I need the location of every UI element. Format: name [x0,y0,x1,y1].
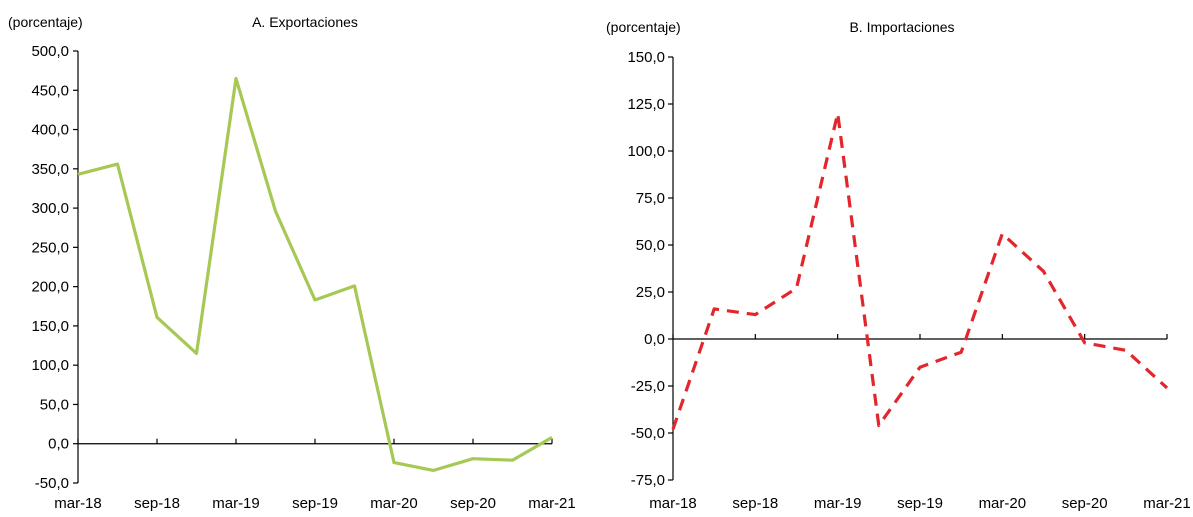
chart-b-y-tick-label: 125,0 [627,96,665,113]
chart-b-y-tick-label: 150,0 [627,49,665,66]
chart-a-x-tick-label: mar-18 [54,495,102,512]
chart-b-series [671,111,1169,430]
chart-b-y-tick-label: 100,0 [627,143,665,160]
chart-a-y-axis: 500,0 450,0 400,0 350,0 300,0 250,0 200,0 150,0… [31,43,79,492]
chart-a-x-tick-label: mar-20 [370,495,418,512]
chart-b-y-tick-label: -50,0 [631,425,665,442]
chart-b-x-tick-label: mar-21 [1143,495,1191,512]
chart-a-title: A. Exportaciones [252,14,358,30]
chart-a-unit-label: (porcentaje) [8,14,83,30]
chart-b-series-line-0 [671,111,1169,430]
chart-a-y-tick-label: 50,0 [40,396,69,413]
chart-a-y-tick-label: 0,0 [48,436,69,453]
chart-b-title: B. Importaciones [849,19,954,35]
chart-a-series-line-0 [77,76,553,472]
chart-a-y-tick-label: 450,0 [31,82,69,99]
chart-b-unit-label: (porcentaje) [606,19,681,35]
chart-a-y-tick-label: 400,0 [31,122,69,139]
chart-a-y-tick-label: -50,0 [35,475,69,492]
chart-a-x-tick-label: sep-19 [292,495,338,512]
chart-b-y-tick-label: 25,0 [636,284,665,301]
chart-a-y-tick-label: 500,0 [31,43,69,60]
chart-b-x-tick-label: mar-20 [979,495,1027,512]
chart-b-x-tick-label: mar-19 [814,495,862,512]
chart-b-x-tick-label: sep-20 [1062,495,1108,512]
chart-exportaciones: (porcentaje) A. Exportaciones 500,0 450,0… [8,14,576,512]
chart-b-y-tick-label: -75,0 [631,472,665,489]
chart-b-y-axis: 150,0 125,0 100,0 75,0 50,0 25,0 0,0 -25,0 -50,0… [627,49,674,489]
chart-a-y-tick-label: 350,0 [31,161,69,178]
chart-a-y-tick-label: 250,0 [31,239,69,256]
chart-a-x-tick-label: sep-20 [450,495,496,512]
chart-a-x-tick-label: mar-19 [212,495,260,512]
chart-b-x-tick-label: sep-19 [897,495,943,512]
chart-a-x-axis: mar-18 sep-18 mar-19 sep-19 mar-20 sep-20 mar-… [54,438,576,512]
chart-b-y-tick-label: 0,0 [644,331,665,348]
chart-a-y-tick-label: 300,0 [31,200,69,217]
chart-b-x-tick-label: sep-18 [732,495,778,512]
chart-a-series [77,76,553,472]
chart-b-y-tick-label: 50,0 [636,237,665,254]
chart-importaciones: (porcentaje) B. Importaciones 150,0 125,0… [606,19,1191,512]
chart-b-y-tick-label: -25,0 [631,378,665,395]
chart-a-y-tick-label: 100,0 [31,357,69,374]
chart-a-y-tick-label: 200,0 [31,279,69,296]
chart-b-x-axis: mar-18 sep-18 mar-19 sep-19 mar-20 sep-20 mar-… [649,334,1191,512]
chart-b-x-tick-label: mar-18 [649,495,697,512]
chart-b-y-tick-label: 75,0 [636,190,665,207]
chart-a-x-tick-label: sep-18 [134,495,180,512]
chart-a-y-tick-label: 150,0 [31,318,69,335]
chart-a-x-tick-label: mar-21 [528,495,576,512]
